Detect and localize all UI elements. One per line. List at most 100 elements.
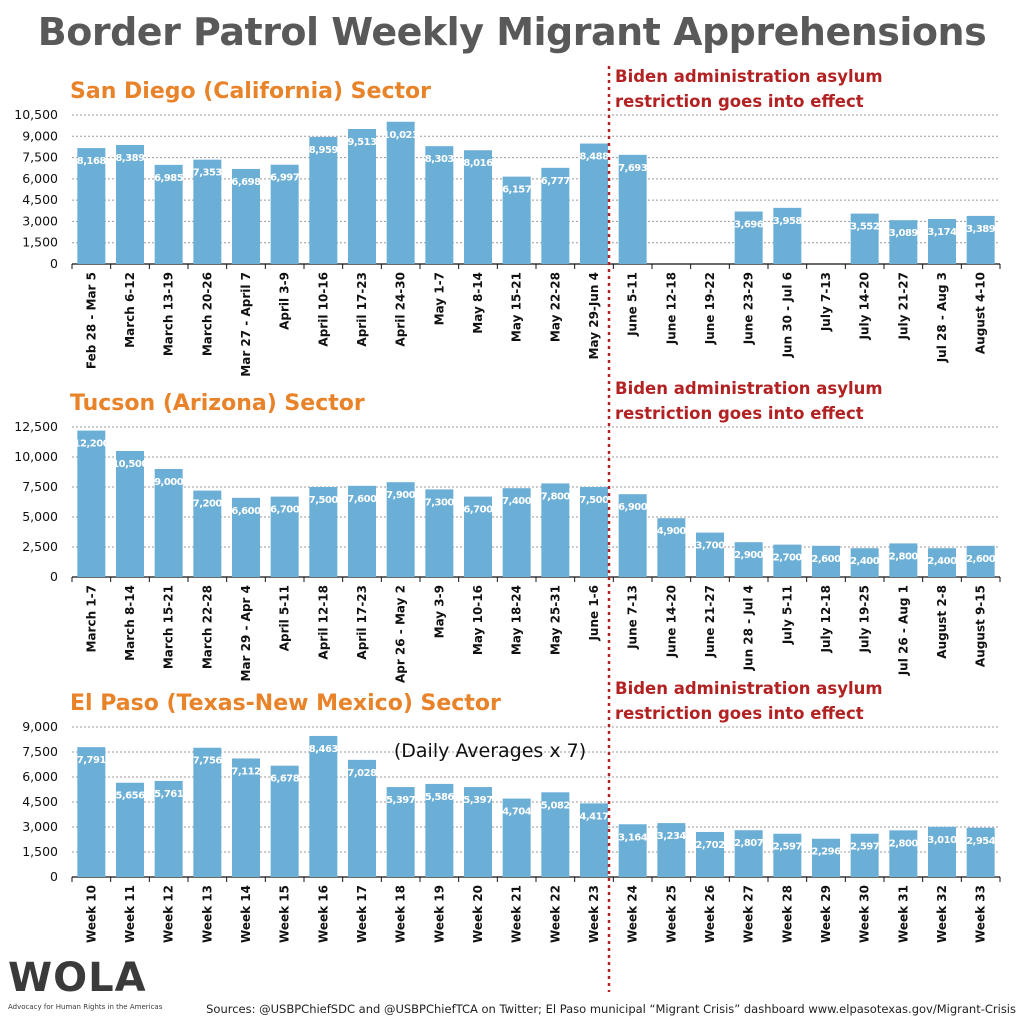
bar <box>232 168 260 264</box>
bar-value-label: 3,700 <box>695 541 725 552</box>
annotation-text: Biden administration asylum <box>615 67 883 86</box>
bar <box>734 211 763 264</box>
bar <box>618 494 647 577</box>
bar <box>889 220 918 264</box>
x-tick-label: April 3-9 <box>278 272 292 330</box>
x-tick-label: August 2-8 <box>935 585 949 659</box>
bar <box>309 735 338 877</box>
x-tick-label: Week 10 <box>84 885 98 943</box>
bar-value-label: 7,353 <box>193 168 223 179</box>
bar <box>77 747 106 877</box>
bar <box>966 545 995 577</box>
bar <box>193 490 222 577</box>
x-tick-label: July 21-27 <box>896 272 910 341</box>
bar-value-label: 6,600 <box>231 506 261 517</box>
bar <box>270 164 299 264</box>
bar <box>425 146 454 264</box>
bar <box>580 803 608 877</box>
x-tick-label: April 12-18 <box>316 585 330 660</box>
x-tick-label: Jul 28 - Aug 3 <box>935 272 949 363</box>
bar-value-label: 3,089 <box>889 228 919 239</box>
y-tick-label: 7,500 <box>22 479 58 494</box>
y-tick-label: 10,000 <box>14 449 58 464</box>
x-tick-label: Week 30 <box>858 885 872 943</box>
x-tick-label: Week 21 <box>510 885 524 943</box>
bar <box>734 830 763 877</box>
bar <box>541 167 570 264</box>
bar <box>889 830 918 877</box>
x-tick-label: March 20-26 <box>200 272 214 356</box>
bar-value-label: 5,656 <box>115 791 145 802</box>
bar <box>309 487 338 577</box>
bar-value-label: 2,700 <box>773 553 803 564</box>
bar-value-label: 10,500 <box>112 459 148 470</box>
chart-panel-3: El Paso (Texas-New Mexico) Sector 0 1,500 3… <box>22 679 1001 943</box>
y-tick-label: 1,500 <box>22 235 58 250</box>
bar <box>154 469 183 577</box>
x-tick-label: May 29-Jun 4 <box>587 272 601 359</box>
x-tick-label: June 5-11 <box>626 272 640 337</box>
x-tick-label: Week 11 <box>123 885 137 943</box>
x-tick-label: Week 17 <box>355 885 369 943</box>
y-tick-label: 5,000 <box>22 509 58 524</box>
annotation-text: Biden administration asylum <box>615 379 883 398</box>
bar-value-label: 3,164 <box>618 832 648 843</box>
bar-value-label: 2,400 <box>850 556 880 567</box>
y-tick-label: 9,000 <box>22 128 58 143</box>
bar-value-label: 8,463 <box>309 744 339 755</box>
bar-value-label: 2,597 <box>773 842 803 853</box>
bar <box>850 548 879 577</box>
x-tick-label: April 10-16 <box>316 272 330 347</box>
bar <box>116 451 144 577</box>
bar-value-label: 8,389 <box>115 153 145 164</box>
panel-title: El Paso (Texas-New Mexico) Sector <box>70 691 501 716</box>
bar-value-label: 6,700 <box>270 505 300 516</box>
bar <box>386 787 415 877</box>
x-tick-label: June 12-18 <box>664 272 678 345</box>
bar-value-label: 3,552 <box>850 222 880 233</box>
bar-value-label: 7,500 <box>309 495 339 506</box>
x-tick-label: Feb 28 - Mar 5 <box>84 272 98 369</box>
bar <box>386 482 415 577</box>
bar <box>889 543 918 577</box>
bar <box>696 532 724 577</box>
bar <box>850 833 879 877</box>
panel-title: San Diego (California) Sector <box>70 79 431 104</box>
chart-panel-1: San Diego (California) Sector 0 1,500 3,000… <box>14 67 1001 377</box>
x-tick-label: May 3-9 <box>432 585 446 638</box>
x-tick-label: Week 12 <box>162 885 176 943</box>
bar <box>464 150 492 264</box>
bar-value-label: 5,397 <box>463 795 493 806</box>
bar-value-label: 4,417 <box>579 811 609 822</box>
bar <box>541 792 570 877</box>
bar <box>348 485 376 577</box>
bar-value-label: 4,704 <box>502 807 532 818</box>
bar-value-label: 7,800 <box>541 491 571 502</box>
x-tick-label: Week 20 <box>471 885 485 943</box>
x-tick-label: July 7-13 <box>819 272 833 332</box>
x-tick-label: Week 26 <box>703 885 717 943</box>
bar-value-label: 3,696 <box>734 220 764 231</box>
bar <box>773 833 802 877</box>
bar-value-label: 6,678 <box>270 774 300 785</box>
chart-panel-2: Tucson (Arizona) Sector 0 2,500 5,000 7,500 1… <box>14 379 1001 683</box>
annotation-text: Biden administration asylum <box>615 679 883 698</box>
x-tick-label: Week 27 <box>742 885 756 943</box>
x-tick-label: May 18-24 <box>510 585 524 655</box>
annotation-text: restriction goes into effect <box>615 92 864 111</box>
bar <box>154 780 183 877</box>
x-tick-label: May 10-16 <box>471 585 485 655</box>
bar <box>812 545 840 577</box>
bar <box>580 487 608 577</box>
bar <box>928 218 956 264</box>
x-tick-label: April 24-30 <box>394 272 408 347</box>
bar <box>773 544 802 577</box>
bar <box>425 783 454 877</box>
y-tick-label: 2,500 <box>22 539 58 554</box>
x-tick-label: May 1-7 <box>432 272 446 325</box>
logo-tagline: Advocacy for Human Rights in the America… <box>8 1003 163 1011</box>
annotation-text: restriction goes into effect <box>615 404 864 423</box>
y-tick-label: 6,000 <box>22 769 58 784</box>
bar <box>928 548 956 577</box>
x-tick-label: Jul 26 - Aug 1 <box>896 585 910 676</box>
